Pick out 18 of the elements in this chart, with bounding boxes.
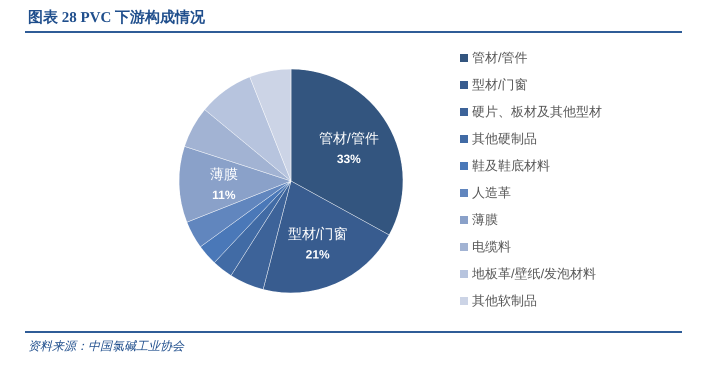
data-label: 11% [212,188,236,202]
legend-label: 鞋及鞋底材料 [472,158,550,173]
legend-label: 硬片、板材及其他型材 [472,104,602,119]
slice-label: 型材/门窗 [288,226,348,242]
legend-label: 电缆料 [472,239,511,254]
data-label: 33% [336,152,362,166]
legend-label: 其他软制品 [472,293,537,308]
legend-label: 薄膜 [472,212,498,227]
legend-label: 管材/管件 [472,50,528,65]
legend-label: 其他硬制品 [472,131,537,146]
legend-label: 型材/门窗 [472,77,528,92]
text: 资料来源：中国氯碱工业协会 [28,339,185,353]
slice-label: 薄膜 [210,166,238,182]
legend-label: 地板革/壁纸/发泡材料 [471,266,596,281]
chart-title: 图表 28 PVC 下游构成情况 [28,9,206,26]
data-label: 21% [306,248,330,262]
legend-label: 人造革 [472,185,511,200]
slice-label: 管材/管件 [318,130,379,146]
